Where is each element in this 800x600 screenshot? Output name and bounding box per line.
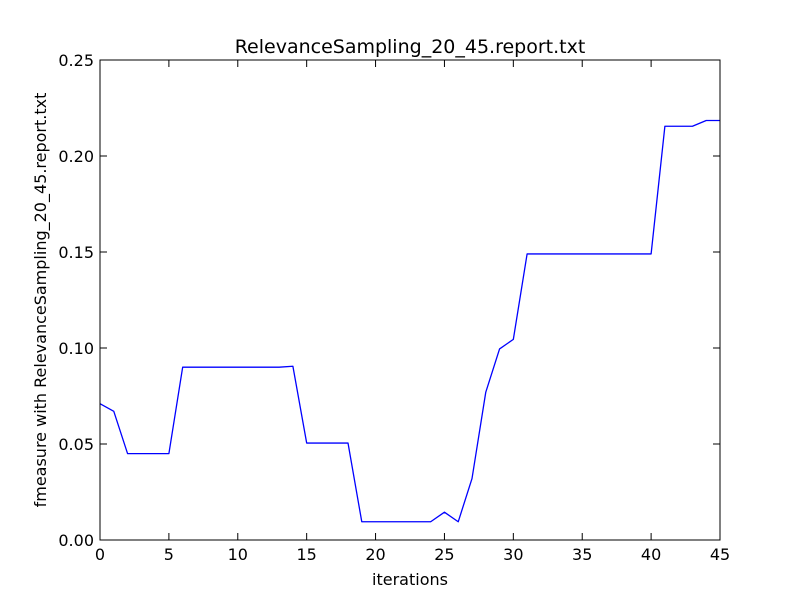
x-tick-label: 5 [164, 545, 174, 564]
y-tick-label: 0.00 [58, 531, 94, 550]
x-tick-label: 25 [434, 545, 454, 564]
x-tick-label: 45 [710, 545, 730, 564]
x-axis-label: iterations [372, 570, 448, 589]
plot-frame [99, 59, 721, 541]
y-tick-label: 0.20 [58, 147, 94, 166]
y-tick-label: 0.10 [58, 339, 94, 358]
y-tick-label: 0.15 [58, 243, 94, 262]
x-tick-label: 30 [503, 545, 523, 564]
x-tick-label: 20 [365, 545, 385, 564]
series-line [99, 119, 720, 523]
x-tick-label: 15 [296, 545, 316, 564]
y-tick-label: 0.25 [58, 51, 94, 70]
chart-title: RelevanceSampling_20_45.report.txt [235, 36, 586, 58]
plot-area: 0 5 10 15 20 25 30 35 40 45 0.00 0.05 0.10 0.15 0.20 0.… [58, 51, 730, 564]
y-axis-label: fmeasure with RelevanceSampling_20_45.re… [31, 93, 51, 508]
y-tick-label: 0.05 [58, 435, 94, 454]
x-tick-label: 10 [228, 545, 248, 564]
x-tick-label: 40 [641, 545, 661, 564]
x-tick-label: 35 [572, 545, 592, 564]
x-tick-label: 0 [95, 545, 105, 564]
